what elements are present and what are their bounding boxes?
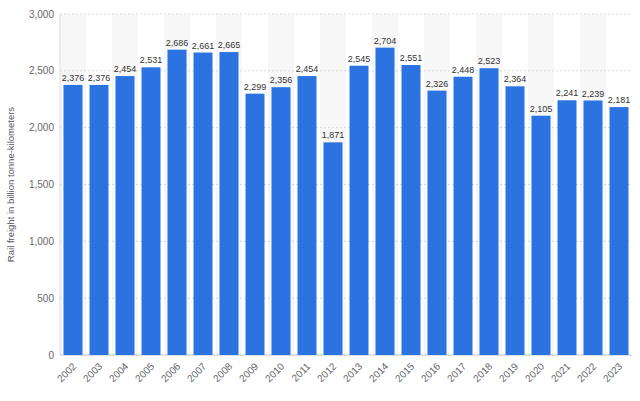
data-label: 2,326 — [426, 79, 449, 89]
data-label: 2,704 — [374, 36, 397, 46]
data-label: 2,545 — [348, 54, 371, 64]
data-label: 2,181 — [608, 95, 631, 105]
data-label: 2,376 — [62, 73, 85, 83]
data-label: 2,523 — [478, 56, 501, 66]
bar — [376, 48, 395, 355]
x-tick-label: 2017 — [445, 360, 469, 384]
bar — [480, 68, 499, 355]
x-tick-label: 2011 — [289, 360, 312, 383]
x-tick-label: 2021 — [549, 360, 573, 384]
x-tick-label: 2020 — [523, 360, 547, 384]
data-label: 2,686 — [166, 38, 189, 48]
band — [528, 14, 554, 355]
x-tick-label: 2004 — [107, 360, 131, 384]
x-tick-label: 2018 — [471, 360, 495, 384]
bars — [64, 48, 629, 355]
data-label: 2,241 — [556, 88, 579, 98]
data-label: 2,364 — [504, 74, 527, 84]
x-tick-label: 2014 — [367, 360, 391, 384]
bar — [90, 85, 109, 355]
data-label: 2,454 — [296, 64, 319, 74]
bar — [64, 85, 83, 355]
data-label: 2,356 — [270, 75, 293, 85]
data-label: 2,661 — [192, 41, 215, 51]
band — [320, 14, 346, 355]
x-tick-label: 2009 — [237, 360, 261, 384]
x-tick-label: 2012 — [315, 360, 339, 384]
data-label: 2,376 — [88, 73, 111, 83]
x-tick-label: 2007 — [185, 360, 209, 384]
band — [164, 14, 190, 355]
y-tick-label: 500 — [37, 293, 54, 304]
data-label: 2,454 — [114, 64, 137, 74]
band — [112, 14, 138, 355]
x-tick-label: 2013 — [341, 360, 365, 384]
bar — [272, 87, 291, 355]
bar — [246, 94, 265, 355]
data-label: 2,531 — [140, 55, 163, 65]
bar — [194, 53, 213, 355]
bar — [116, 76, 135, 355]
bar — [142, 67, 161, 355]
bar — [220, 52, 239, 355]
bar — [428, 91, 447, 355]
data-label: 2,105 — [530, 104, 553, 114]
y-tick-label: 1,500 — [29, 179, 54, 190]
x-tick-label: 2022 — [575, 360, 599, 384]
y-tick-label: 2,500 — [29, 65, 54, 76]
data-label: 2,448 — [452, 65, 475, 75]
bar — [532, 116, 551, 355]
bar — [350, 66, 369, 355]
x-tick-label: 2019 — [497, 360, 521, 384]
y-tick-label: 1,000 — [29, 236, 54, 247]
y-axis-line — [60, 14, 61, 355]
bar — [454, 77, 473, 355]
bar — [610, 107, 629, 355]
bar — [558, 100, 577, 355]
bar — [298, 76, 317, 355]
x-tick-label: 2008 — [211, 360, 235, 384]
bar — [324, 142, 343, 355]
y-axis-label: Rail freight in billion tonne-kilometers — [5, 107, 16, 262]
x-tick-label: 2003 — [81, 360, 105, 384]
bar — [402, 65, 421, 355]
band — [372, 14, 398, 355]
y-tick-label: 2,000 — [29, 122, 54, 133]
band — [268, 14, 294, 355]
data-label: 2,551 — [400, 53, 423, 63]
y-tick-label: 3,000 — [29, 9, 54, 20]
x-tick-label: 2006 — [159, 360, 183, 384]
data-label: 2,239 — [582, 89, 605, 99]
data-label: 1,871 — [322, 130, 345, 140]
x-tick-label: 2005 — [133, 360, 157, 384]
band — [216, 14, 242, 355]
x-tick-label: 2010 — [263, 360, 287, 384]
band — [476, 14, 502, 355]
band — [424, 14, 450, 355]
x-tick-label: 2016 — [419, 360, 443, 384]
x-tick-label: 2002 — [55, 360, 79, 384]
bar — [506, 86, 525, 355]
band — [580, 14, 606, 355]
band — [60, 14, 86, 355]
y-tick-label: 0 — [48, 350, 54, 361]
x-tick-label: 2023 — [601, 360, 625, 384]
chart: 0 500 1,000 1,500 2,000 2,500 3,000 Rail freigh… — [0, 0, 640, 401]
x-tick-label: 2015 — [393, 360, 417, 384]
bar — [584, 101, 603, 355]
data-label: 2,299 — [244, 82, 267, 92]
grid-line — [60, 14, 632, 15]
data-label: 2,665 — [218, 40, 241, 50]
bar — [168, 50, 187, 355]
